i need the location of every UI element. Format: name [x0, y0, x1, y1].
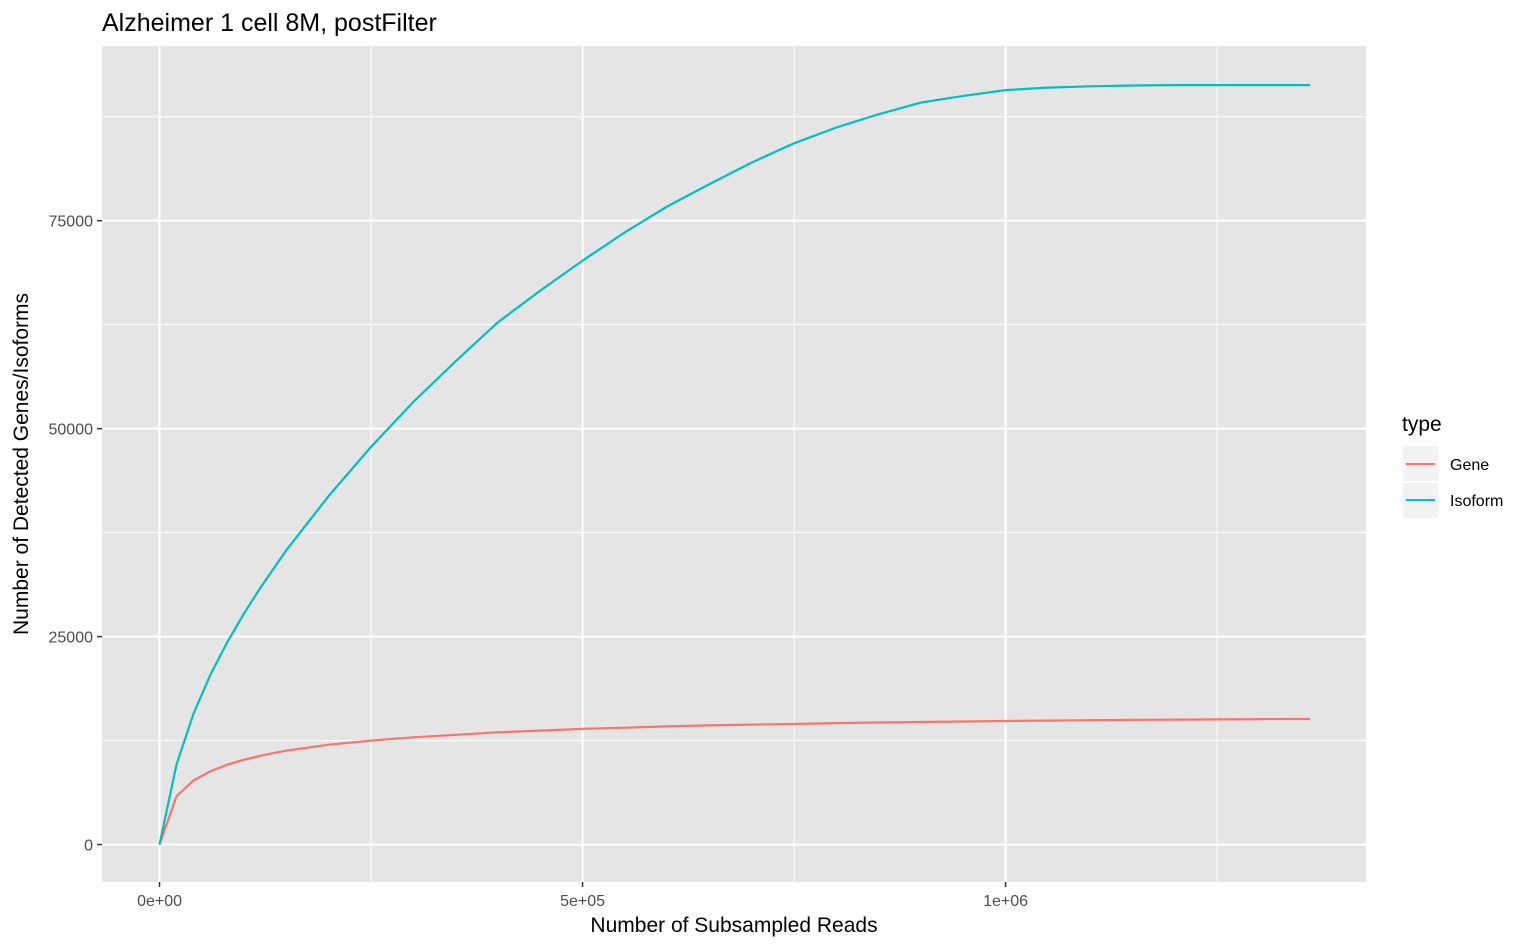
legend-label-isoform: Isoform: [1450, 493, 1503, 510]
series-lines: [158, 83, 1311, 845]
y-tick-label: 25000: [49, 630, 94, 647]
legend-title: type: [1402, 413, 1442, 436]
series-line-gene: [158, 717, 1311, 845]
chart-title: Alzheimer 1 cell 8M, postFilter: [102, 9, 437, 37]
plot-panel: [102, 46, 1366, 882]
x-tick-label: 0e+00: [137, 893, 182, 910]
major-gridlines: [102, 46, 1366, 882]
x-axis-title: Number of Subsampled Reads: [590, 914, 877, 937]
x-tick-label: 1e+06: [983, 893, 1028, 910]
legend: type Gene Isoform: [1402, 413, 1503, 518]
minor-gridlines: [102, 46, 1366, 882]
y-tick-label: 0: [84, 838, 93, 855]
y-axis-title: Number of Detected Genes/Isoforms: [10, 293, 33, 635]
y-axis-ticks: 0 25000 50000 75000: [49, 214, 102, 855]
x-axis-ticks: 0e+00 5e+05 1e+06: [137, 882, 1028, 910]
y-tick-label: 50000: [49, 422, 94, 439]
series-line-isoform: [158, 83, 1311, 845]
y-tick-label: 75000: [49, 214, 94, 231]
legend-label-gene: Gene: [1450, 457, 1489, 474]
x-tick-label: 5e+05: [560, 893, 605, 910]
